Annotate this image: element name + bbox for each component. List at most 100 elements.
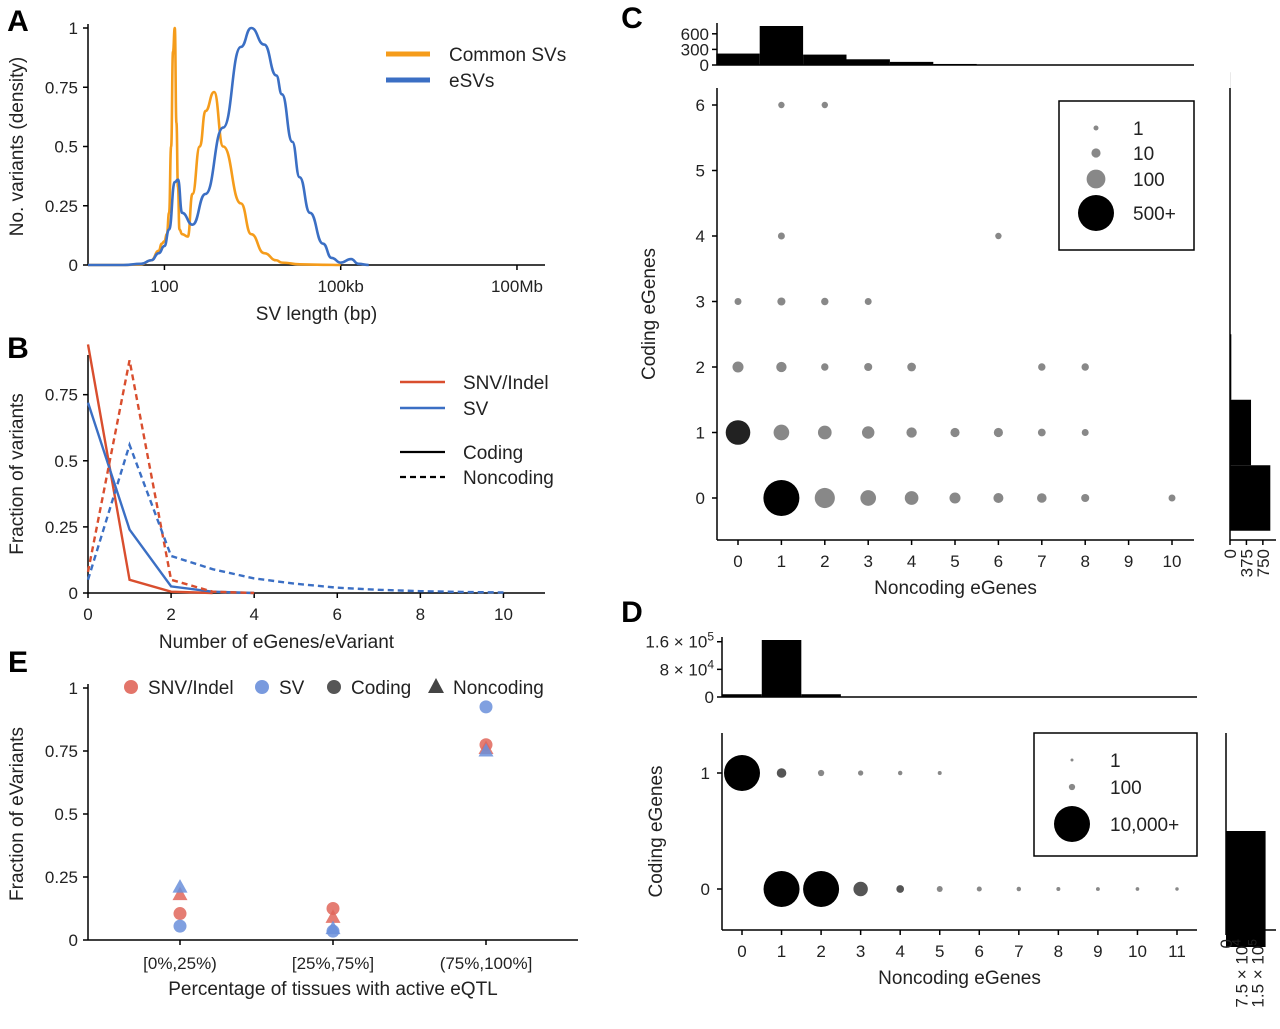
y-tick-label: 0.25	[45, 868, 78, 887]
y-tick-label: 0.25	[45, 518, 78, 537]
bubble-point	[1036, 493, 1047, 503]
x-axis-title: Noncoding eGenes	[878, 968, 1041, 989]
series-line	[87, 26, 341, 267]
x-tick-label: 4	[907, 552, 916, 571]
top-hist-bar	[801, 694, 841, 697]
top-hist-bar	[803, 54, 847, 65]
size-legend-box	[1058, 100, 1195, 251]
top-hist-bar	[846, 59, 890, 65]
top-hist-tick-label: 8 × 104	[660, 657, 715, 679]
bubble-point	[950, 427, 960, 438]
bubble-point	[995, 232, 1002, 240]
panel-a: A 0 0.25 0.5 0.75 1 100 100kb 100Mb SV length (bp…	[7, 5, 566, 325]
top-hist-tick-label: 600	[681, 25, 709, 44]
y-tick-label: 5	[696, 162, 705, 181]
x-tick-label: 2	[820, 552, 829, 571]
x-tick-label: 0	[737, 942, 746, 961]
y-tick-label: 1	[696, 424, 705, 443]
right-hist-bar	[1226, 831, 1266, 947]
x-tick-label: 2	[166, 605, 175, 624]
bubble-point	[993, 492, 1004, 504]
bubble-point	[778, 101, 785, 109]
y-tick-label: 0.5	[54, 805, 78, 824]
bubble-point	[861, 426, 875, 439]
panel-b: B 0 0.25 0.5 0.75 0 2 4 6 8 10 Number of eGenes/eVa…	[7, 332, 554, 653]
x-tick-label: 10	[494, 605, 513, 624]
bubble-point	[724, 755, 760, 791]
x-tick-label: 0	[83, 605, 92, 624]
x-tick-label: 11	[1168, 942, 1186, 961]
size-legend-marker	[1054, 806, 1090, 842]
bubble-point	[1081, 429, 1089, 436]
x-tick-label: 8	[1054, 942, 1063, 961]
x-tick-label: 1	[777, 942, 786, 961]
size-legend-marker	[1091, 148, 1101, 158]
bubble-point	[1016, 886, 1022, 892]
legend-label: Noncoding	[453, 678, 544, 699]
x-tick-label: 8	[416, 605, 425, 624]
x-tick-label: 4	[249, 605, 258, 624]
top-hist-tick-label: 0	[700, 56, 709, 75]
bubble-point	[776, 768, 787, 778]
point-coding	[326, 902, 340, 915]
series-line	[86, 360, 255, 595]
x-tick-label: [0%,25%)	[143, 954, 217, 973]
legend-label: SNV/Indel	[463, 373, 549, 394]
y-tick-label: 0.5	[54, 452, 78, 471]
y-axis-title: Fraction of eVariants	[7, 727, 28, 901]
y-axis-title: Coding eGenes	[646, 765, 667, 897]
bubble-point	[1175, 887, 1179, 891]
size-legend-label: 10	[1133, 144, 1154, 165]
y-tick-label: 0	[69, 584, 78, 603]
panel-label-d: D	[621, 596, 643, 629]
y-tick-label: 0.25	[45, 197, 78, 216]
legend-marker	[255, 680, 269, 694]
x-axis-title: Percentage of tissues with active eQTL	[168, 979, 498, 1000]
x-tick-label: 7	[1014, 942, 1023, 961]
bubble-point	[860, 490, 877, 506]
size-legend-label: 500+	[1133, 204, 1176, 225]
x-tick-label: 100Mb	[491, 277, 543, 296]
x-axis-title: Number of eGenes/eVariant	[159, 632, 395, 653]
bubble-point	[904, 491, 919, 505]
y-tick-label: 2	[696, 358, 705, 377]
panel-label-c: C	[621, 2, 643, 35]
bubble-point	[864, 362, 873, 372]
y-tick-label: 1	[69, 679, 78, 698]
bubble-point	[1168, 494, 1176, 502]
bubble-point	[857, 770, 864, 776]
size-legend-marker	[1068, 783, 1076, 791]
right-hist-tick-label: 375	[1237, 549, 1256, 577]
x-tick-label: 5	[950, 552, 959, 571]
series-line	[86, 402, 255, 595]
legend-marker	[428, 678, 444, 693]
right-hist-tick-label: 750	[1254, 549, 1273, 577]
x-tick-label: 100kb	[318, 277, 364, 296]
size-legend-marker	[1078, 195, 1114, 231]
bubble-point	[732, 361, 744, 373]
bubble-point	[993, 427, 1003, 438]
x-tick-label: 5	[935, 942, 944, 961]
bubble-point	[976, 886, 982, 892]
bubble-point	[907, 362, 916, 372]
legend-label: Noncoding	[463, 468, 554, 489]
x-tick-label: 2	[816, 942, 825, 961]
size-legend-marker	[1086, 169, 1106, 189]
y-axis-title: No. variants (density)	[7, 57, 28, 237]
x-tick-label: 1	[777, 552, 786, 571]
size-legend-label: 10,000+	[1110, 815, 1179, 836]
top-hist-tick-label: 0	[705, 688, 714, 707]
y-axis-title: Fraction of variants	[7, 393, 28, 555]
bubble-point	[1095, 887, 1100, 891]
bubble-point	[1056, 887, 1061, 891]
y-tick-label: 4	[696, 227, 705, 246]
bubble-point	[817, 769, 825, 777]
point-coding	[173, 907, 187, 921]
top-hist-tick-label: 1.6 × 105	[645, 630, 714, 652]
panel-label-a: A	[7, 5, 29, 38]
panel-e: E 0 0.25 0.5 0.75 1 [0%,25%) [25%,75%] (75%,100%…	[7, 646, 578, 1000]
bubble-point	[1037, 428, 1046, 437]
